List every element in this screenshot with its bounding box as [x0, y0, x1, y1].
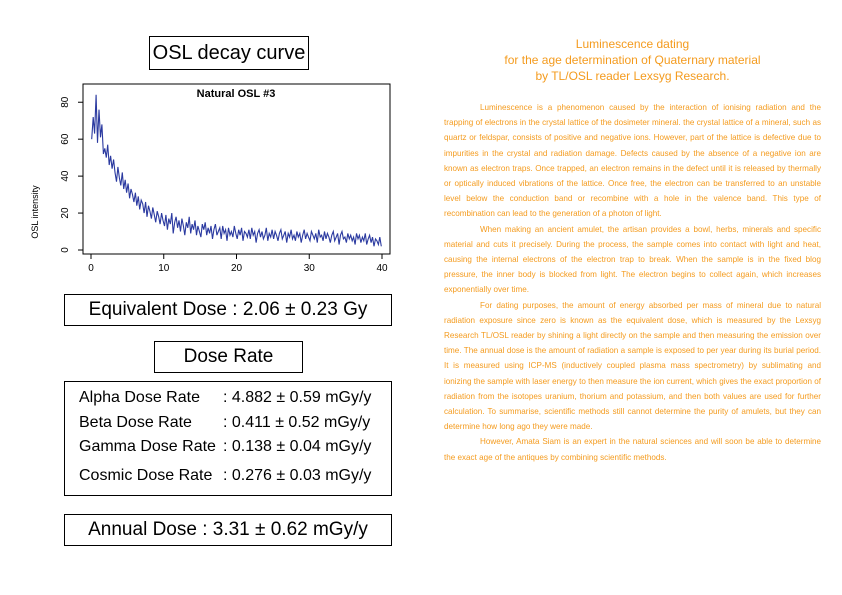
- paragraph: However, Amata Siam is an expert in the …: [444, 437, 821, 462]
- title-line: by TL/OSL reader Lexsyg Research.: [535, 69, 730, 83]
- description-column: Luminescence dating for the age determin…: [444, 36, 821, 465]
- y-tick-label: 80: [60, 96, 71, 108]
- dose-rate-row-alpha: Alpha Dose Rate : 4.882 ± 0.59 mGy/y: [79, 389, 371, 407]
- title-line: for the age determination of Quaternary …: [504, 53, 761, 67]
- y-axis-label: OSL intensity: [30, 185, 40, 239]
- paragraph: When making an ancient amulet, the artis…: [444, 224, 821, 295]
- paragraph: For dating purposes, the amount of energ…: [444, 300, 821, 432]
- dose-rate-row-gamma: Gamma Dose Rate : 0.138 ± 0.04 mGy/y: [79, 438, 371, 456]
- description-title: Luminescence dating for the age determin…: [444, 36, 821, 84]
- dose-rate-value: : 0.276 ± 0.03 mGy/y: [223, 467, 372, 484]
- paragraph: Luminescence is a phenomenon caused by t…: [444, 103, 821, 219]
- dose-rate-value: : 0.138 ± 0.04 mGy/y: [223, 438, 372, 455]
- annual-dose-box: Annual Dose : 3.31 ± 0.62 mGy/y: [64, 514, 392, 546]
- dose-rate-value: : 4.882 ± 0.59 mGy/y: [223, 389, 372, 406]
- x-tick-label: 40: [376, 263, 388, 274]
- osl-decay-curve-title: OSL decay curve: [149, 36, 309, 70]
- y-tick-label: 40: [60, 170, 71, 182]
- dose-rates-box: Alpha Dose Rate : 4.882 ± 0.59 mGy/y Beta…: [64, 381, 392, 496]
- y-tick-label: 20: [60, 207, 71, 219]
- dose-rate-row-beta: Beta Dose Rate : 0.411 ± 0.52 mGy/y: [79, 414, 370, 432]
- dose-rate-label: Beta Dose Rate: [79, 414, 192, 431]
- dose-rate-label: Cosmic Dose Rate: [79, 467, 213, 484]
- chart-title: Natural OSL #3: [197, 88, 276, 100]
- axis-ticks: 0 10 20 30 40 0 20 40 60 80: [60, 96, 388, 274]
- dose-rate-value: : 0.411 ± 0.52 mGy/y: [223, 414, 371, 431]
- dose-rate-row-cosmic: Cosmic Dose Rate : 0.276 ± 0.03 mGy/y: [79, 467, 371, 485]
- x-tick-label: 30: [304, 263, 316, 274]
- y-tick-label: 60: [60, 133, 71, 145]
- osl-decay-chart: Natural OSL #3 OSL intensity 0 10 20 30 40 0 2…: [30, 83, 391, 274]
- dose-rate-label: Gamma Dose Rate: [79, 438, 216, 455]
- equivalent-dose-box: Equivalent Dose : 2.06 ± 0.23 Gy: [64, 294, 392, 326]
- x-tick-label: 20: [231, 263, 243, 274]
- osl-series-line: [91, 94, 382, 247]
- y-tick-label: 0: [60, 247, 71, 253]
- plot-frame: [82, 83, 391, 255]
- x-tick-label: 0: [88, 263, 94, 274]
- dose-rate-title: Dose Rate: [154, 341, 303, 373]
- dose-rate-label: Alpha Dose Rate: [79, 389, 200, 406]
- x-tick-label: 10: [158, 263, 170, 274]
- title-line: Luminescence dating: [575, 37, 690, 51]
